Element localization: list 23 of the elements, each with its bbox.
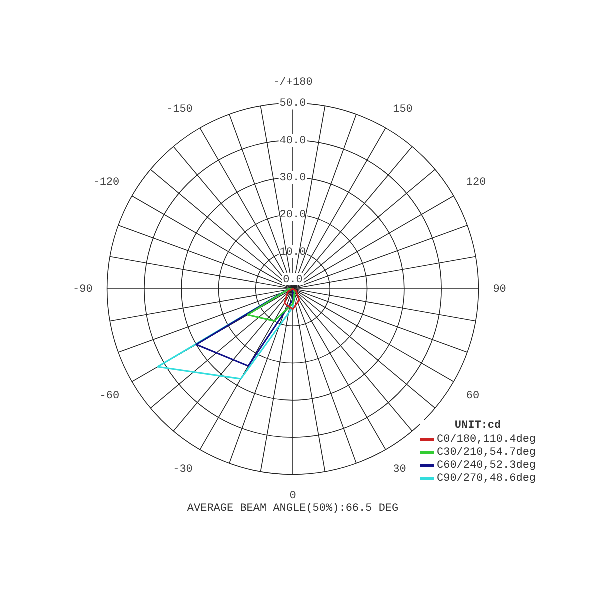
legend-label: C60/240,52.3deg bbox=[437, 460, 536, 472]
y-tick-label: 20.0 bbox=[280, 210, 306, 222]
spoke-label: 150 bbox=[393, 104, 413, 116]
y-tick-label: 0.0 bbox=[283, 274, 303, 286]
spoke-label: 90 bbox=[493, 284, 506, 296]
y-tick-label: 40.0 bbox=[280, 135, 306, 148]
y-tick-label: 50.0 bbox=[280, 98, 306, 110]
legend-label: C30/210,54.7deg bbox=[437, 446, 536, 458]
spoke-label: -150 bbox=[166, 104, 193, 116]
spoke-label: -90 bbox=[72, 284, 93, 296]
spoke-label: -30 bbox=[173, 464, 193, 476]
spoke-label: -/+180 bbox=[273, 77, 313, 90]
legend-label: C90/270,48.6deg bbox=[437, 472, 536, 484]
spoke-label: 30 bbox=[393, 464, 406, 476]
legend-title: UNIT:cd bbox=[454, 420, 502, 432]
text: AVERAGE BEAM ANGLE(50%):66.5 DEG bbox=[187, 503, 399, 516]
spoke-label: -120 bbox=[93, 177, 120, 190]
spoke-label: -60 bbox=[100, 390, 120, 403]
y-tick-label: 30.0 bbox=[280, 172, 306, 184]
spoke-label: 60 bbox=[466, 390, 480, 403]
spoke-label: 120 bbox=[466, 177, 486, 190]
legend-label: C0/180,110.4deg bbox=[437, 434, 536, 446]
spoke-label: 0 bbox=[290, 490, 296, 503]
